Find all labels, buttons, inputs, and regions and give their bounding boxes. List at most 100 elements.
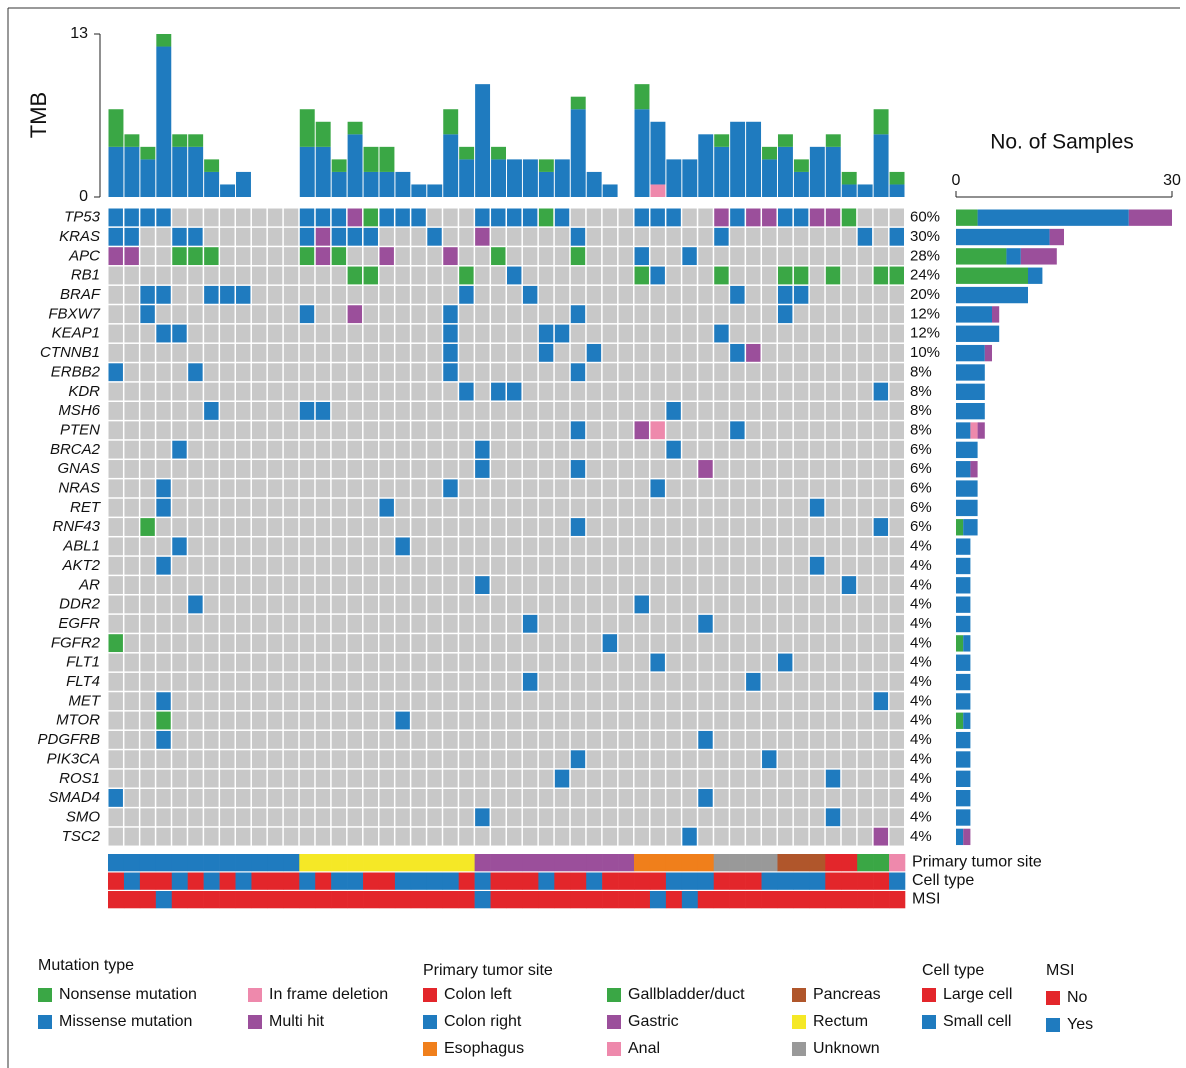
mutation-cell <box>682 324 697 343</box>
mutation-cell <box>188 421 203 440</box>
track-cell <box>777 891 794 909</box>
frequency-label: 4% <box>910 634 932 651</box>
mutation-cell <box>698 750 713 769</box>
mutation-cell <box>650 247 665 266</box>
mutation-cell <box>315 556 331 575</box>
tmb-bar <box>538 159 554 172</box>
mutation-cell <box>251 576 267 594</box>
mutation-cell <box>236 556 251 575</box>
mutation-cell <box>379 285 394 304</box>
track-cell <box>634 854 651 872</box>
mutation-cell <box>825 382 841 401</box>
mutation-cell <box>331 324 347 343</box>
mutation-cell <box>618 614 634 633</box>
mutation-cell <box>188 653 203 672</box>
mutation-cell <box>267 440 283 459</box>
mutation-cell <box>108 460 123 478</box>
mutation-cell <box>889 711 904 730</box>
mutation-cell <box>554 324 570 343</box>
mutation-cell <box>411 653 426 672</box>
mutation-cell <box>411 305 426 324</box>
tmb-bar <box>475 84 491 197</box>
track-cell <box>825 891 842 909</box>
sample-bar <box>956 325 1000 342</box>
mutation-cell <box>762 421 777 440</box>
mutation-cell <box>363 730 378 749</box>
tmb-bar <box>395 171 411 197</box>
mutation-cell <box>188 266 203 285</box>
mutation-cell <box>746 382 761 401</box>
mutation-cell <box>730 730 745 749</box>
mutation-cell <box>634 324 649 343</box>
mutation-cell <box>682 595 697 614</box>
sample-bar <box>956 209 978 226</box>
mutation-cell <box>172 711 187 730</box>
mutation-cell <box>666 421 681 440</box>
track-cell <box>713 872 730 890</box>
track-cell <box>729 872 746 890</box>
tmb-bar <box>188 134 204 147</box>
mutation-cell <box>634 382 649 401</box>
track-cell <box>315 854 332 872</box>
mutation-cell <box>363 827 378 846</box>
mutation-cell <box>267 518 283 536</box>
gene-label: BRAF <box>60 286 101 303</box>
mutation-cell <box>379 305 394 324</box>
mutation-cell <box>650 208 665 227</box>
mutation-cell <box>841 614 857 633</box>
track-cell <box>841 891 858 909</box>
mutation-cell <box>809 595 825 614</box>
mutation-cell <box>331 440 347 459</box>
mutation-cell <box>889 324 904 343</box>
mutation-cell <box>251 227 267 246</box>
mutation-cell <box>379 672 394 691</box>
mutation-cell <box>491 266 506 285</box>
mutation-cell <box>857 382 873 401</box>
mutation-cell <box>283 421 299 440</box>
mutation-cell <box>841 227 857 246</box>
gene-label: TSC2 <box>62 828 101 845</box>
mutation-cell <box>634 498 649 517</box>
mutation-cell <box>602 518 618 536</box>
mutation-cell <box>554 653 570 672</box>
track-cell <box>251 891 268 909</box>
mutation-cell <box>347 595 363 614</box>
mutation-cell <box>507 305 522 324</box>
mutation-cell <box>108 421 123 440</box>
mutation-cell <box>857 556 873 575</box>
mutation-cell <box>379 537 394 556</box>
mutation-cell <box>331 363 347 382</box>
sample-bar <box>956 383 985 400</box>
mutation-cell <box>889 672 904 691</box>
mutation-cell <box>220 440 235 459</box>
mutation-cell <box>331 750 347 769</box>
mutation-cell <box>762 363 777 382</box>
mutation-cell <box>395 208 410 227</box>
mutation-cell <box>395 440 410 459</box>
mutation-cell <box>538 808 554 827</box>
mutation-cell <box>730 653 745 672</box>
mutation-cell <box>204 343 219 362</box>
mutation-cell <box>602 808 618 827</box>
track-cell <box>283 872 300 890</box>
mutation-cell <box>746 227 761 246</box>
mutation-cell <box>172 440 187 459</box>
mutation-cell <box>650 653 665 672</box>
mutation-cell <box>395 711 410 730</box>
mutation-cell <box>666 634 681 653</box>
mutation-cell <box>204 440 219 459</box>
mutation-cell <box>762 769 777 788</box>
mutation-cell <box>315 227 331 246</box>
mutation-cell <box>395 730 410 749</box>
mutation-cell <box>682 479 697 498</box>
mutation-cell <box>491 402 506 420</box>
mutation-cell <box>443 421 458 440</box>
mutation-cell <box>124 460 139 478</box>
mutation-cell <box>841 789 857 807</box>
mutation-cell <box>698 789 713 807</box>
mutation-cell <box>363 305 378 324</box>
mutation-cell <box>666 382 681 401</box>
mutation-cell <box>793 479 809 498</box>
mutation-cell <box>379 711 394 730</box>
mutation-cell <box>762 634 777 653</box>
